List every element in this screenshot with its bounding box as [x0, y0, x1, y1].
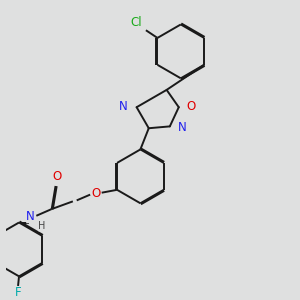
Text: O: O — [187, 100, 196, 113]
Text: N: N — [119, 100, 128, 113]
Text: O: O — [91, 187, 101, 200]
Text: H: H — [38, 221, 46, 231]
Text: N: N — [26, 210, 35, 223]
Text: F: F — [15, 286, 21, 299]
Text: O: O — [52, 170, 61, 183]
Text: Cl: Cl — [130, 16, 142, 29]
Text: N: N — [178, 121, 187, 134]
